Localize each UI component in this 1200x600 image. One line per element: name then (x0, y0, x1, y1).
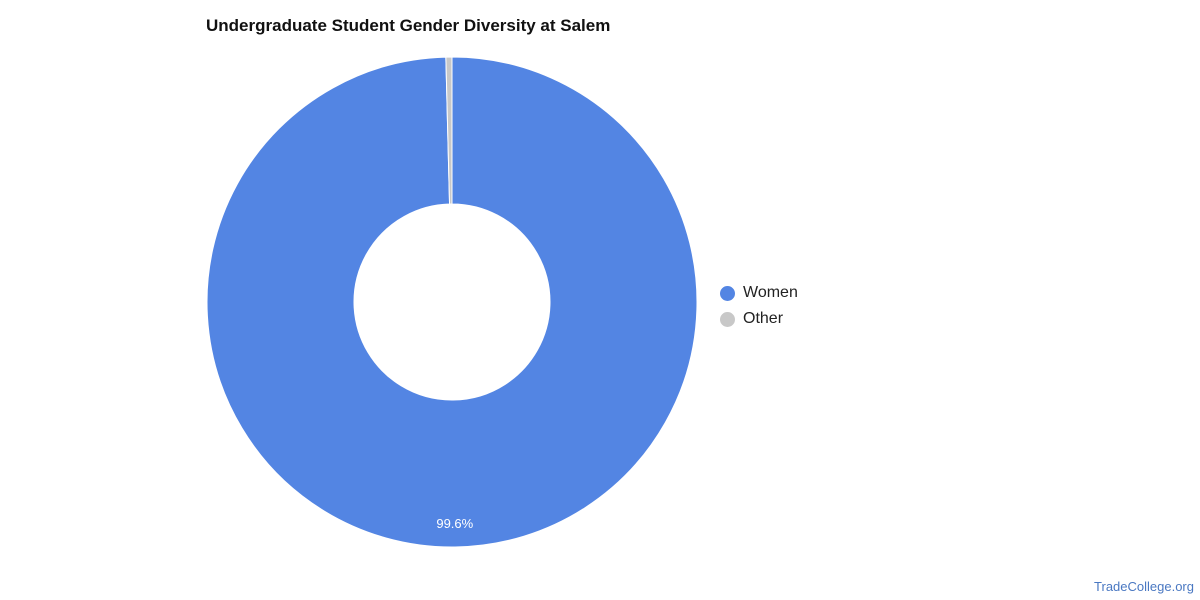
donut-slice-other[interactable] (445, 56, 453, 205)
chart-title: Undergraduate Student Gender Diversity a… (206, 16, 611, 35)
source-watermark[interactable]: TradeCollege.org (1094, 579, 1194, 594)
legend-item-other[interactable]: Other (720, 306, 798, 332)
legend-item-women[interactable]: Women (720, 280, 798, 306)
legend-swatch-other (720, 311, 735, 327)
legend: Women Other (720, 280, 798, 332)
data-label-women: 99.6% (436, 516, 473, 531)
legend-swatch-women (720, 285, 735, 301)
legend-label-other: Other (743, 310, 784, 327)
legend-label-women: Women (743, 284, 798, 301)
donut-slice-women[interactable] (206, 56, 698, 548)
